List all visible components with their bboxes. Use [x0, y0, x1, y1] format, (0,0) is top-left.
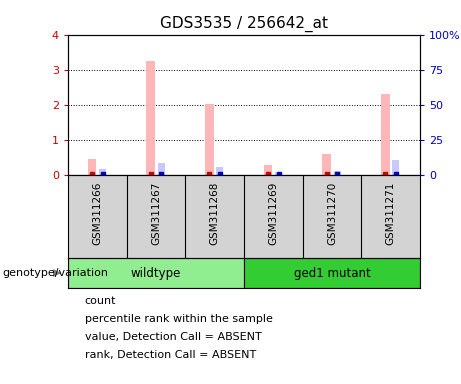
- Bar: [68, 258, 244, 288]
- Text: value, Detection Call = ABSENT: value, Detection Call = ABSENT: [85, 332, 261, 342]
- Bar: [334, 171, 341, 175]
- Bar: [381, 94, 390, 175]
- Bar: [216, 167, 224, 175]
- Bar: [146, 61, 155, 175]
- Text: ged1 mutant: ged1 mutant: [294, 266, 370, 280]
- Bar: [88, 159, 96, 175]
- Text: count: count: [85, 296, 116, 306]
- Text: GSM311269: GSM311269: [268, 182, 278, 245]
- Text: rank, Detection Call = ABSENT: rank, Detection Call = ABSENT: [85, 350, 256, 360]
- Bar: [392, 160, 400, 175]
- Text: genotype/variation: genotype/variation: [2, 268, 108, 278]
- Text: GSM311270: GSM311270: [327, 182, 337, 245]
- Text: GSM311268: GSM311268: [210, 182, 220, 245]
- Bar: [158, 163, 165, 175]
- Text: percentile rank within the sample: percentile rank within the sample: [85, 314, 272, 324]
- Bar: [244, 258, 420, 288]
- Bar: [322, 154, 331, 175]
- Text: GSM311271: GSM311271: [386, 182, 396, 245]
- Bar: [205, 104, 214, 175]
- Bar: [99, 169, 106, 175]
- Text: GSM311266: GSM311266: [92, 182, 102, 245]
- Text: wildtype: wildtype: [131, 266, 181, 280]
- Bar: [264, 165, 272, 175]
- Title: GDS3535 / 256642_at: GDS3535 / 256642_at: [160, 16, 328, 32]
- Bar: [275, 172, 282, 175]
- Text: GSM311267: GSM311267: [151, 182, 161, 245]
